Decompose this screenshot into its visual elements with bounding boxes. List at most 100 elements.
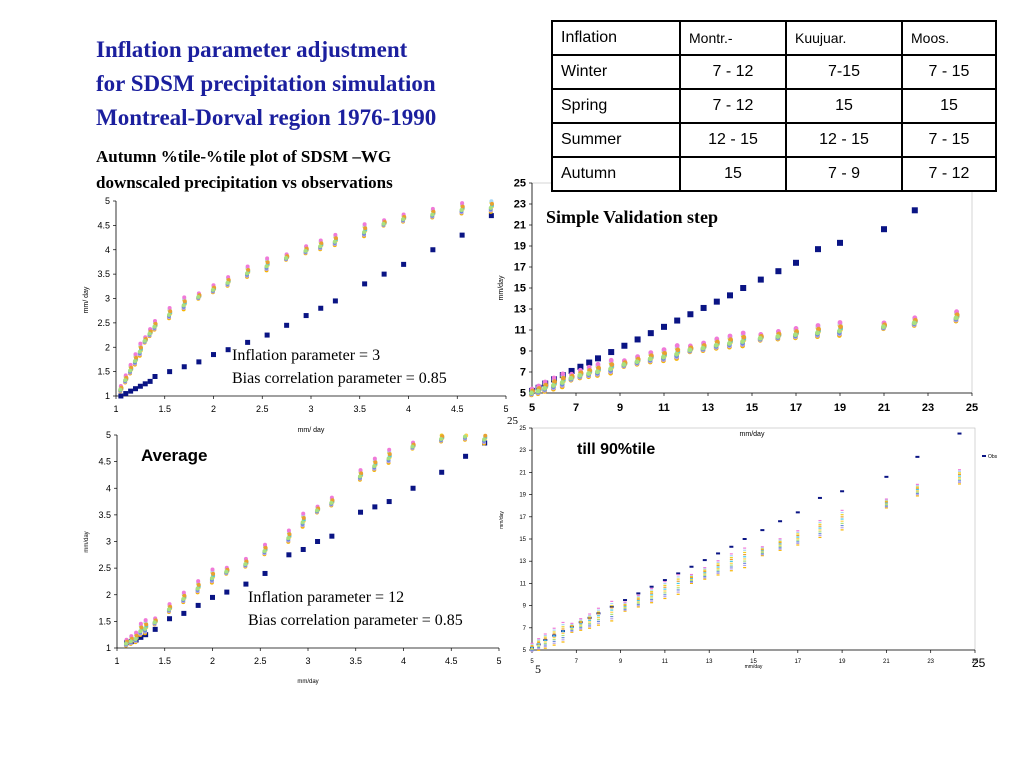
simulated-point	[265, 256, 270, 261]
observed-point	[224, 589, 230, 595]
table-cell: 7 - 12	[679, 88, 787, 124]
simulated-point	[689, 580, 693, 583]
simulated-point	[537, 641, 541, 644]
y-tick-label: 11	[514, 325, 526, 337]
x-tick-label: 5	[503, 404, 508, 414]
simulated-point	[743, 560, 747, 562]
simulated-point	[588, 618, 592, 620]
x-tick-label: 21	[878, 402, 890, 414]
simulated-point	[760, 551, 764, 553]
simulated-point	[386, 456, 391, 461]
simulated-point	[957, 481, 961, 483]
x-tick-label: 25	[966, 402, 978, 414]
y-axis-label: mm/day	[499, 511, 505, 529]
simulated-point	[760, 550, 764, 552]
simulated-point	[703, 572, 707, 574]
simulated-point	[663, 590, 667, 592]
simulated-point	[596, 615, 600, 617]
simulated-point	[134, 355, 139, 360]
simulated-point	[650, 591, 654, 593]
inflation-note-2: Inflation parameter = 12 Bias correlatio…	[248, 586, 463, 632]
observed-point	[742, 538, 747, 540]
simulated-point	[716, 564, 720, 567]
observed-point	[439, 469, 445, 475]
y-tick-label: 1.5	[97, 367, 110, 377]
simulated-point	[818, 519, 822, 522]
simulated-point	[650, 598, 654, 601]
x-tick-label: 2.5	[254, 656, 267, 666]
simulated-point	[663, 584, 667, 586]
simulated-point	[128, 639, 133, 644]
observed-point	[210, 594, 215, 600]
simulated-point	[143, 626, 148, 631]
simulated-point	[915, 486, 919, 488]
y-tick-label: 5	[523, 648, 527, 654]
observed-point	[702, 559, 707, 562]
subtitle-line-2: downscaled precipitation vs observations	[96, 173, 393, 192]
simulated-point	[245, 271, 250, 276]
simulated-point	[138, 345, 143, 350]
simulated-point	[647, 356, 653, 362]
simulated-point	[957, 472, 961, 474]
observed-point	[147, 378, 153, 384]
y-tick-label: 3	[105, 294, 110, 304]
table-cell: 7 - 15	[901, 122, 997, 158]
observed-point	[372, 504, 378, 510]
y-tick-label: 2	[106, 590, 111, 600]
simulated-point	[535, 388, 541, 394]
simulated-point	[439, 436, 444, 441]
simulated-point	[357, 474, 362, 479]
observed-point	[760, 529, 765, 532]
y-tick-label: 23	[514, 199, 526, 211]
observed-point	[778, 520, 783, 523]
simulated-point	[676, 591, 680, 593]
y-tick-label: 17	[519, 515, 526, 521]
simulated-point	[728, 337, 733, 343]
simulated-point	[579, 618, 583, 620]
simulated-point	[362, 222, 367, 227]
simulated-point	[543, 647, 547, 649]
simulated-point	[579, 628, 583, 630]
simulated-point	[489, 201, 494, 206]
simulated-point	[314, 508, 319, 513]
x-tick-label: 25	[972, 659, 979, 665]
simulated-point	[957, 469, 961, 471]
simulated-point	[358, 468, 363, 473]
simulated-point	[636, 602, 640, 604]
simulated-point	[488, 205, 493, 210]
simulated-point	[596, 620, 600, 622]
simulated-point	[676, 582, 680, 585]
x-tick-label: 4.5	[445, 656, 458, 666]
simulated-point	[123, 641, 128, 646]
y-tick-label: 7	[523, 626, 527, 632]
simulated-point	[559, 380, 565, 385]
simulated-point	[588, 624, 592, 626]
simulated-point	[636, 601, 640, 603]
observed-point	[729, 545, 734, 548]
simulated-point	[884, 505, 888, 507]
simulated-point	[137, 349, 142, 354]
simulated-point	[561, 634, 565, 637]
simulated-point	[953, 315, 959, 321]
simulated-point	[816, 326, 821, 332]
observed-point	[674, 317, 681, 324]
simulated-point	[570, 629, 574, 631]
y-tick-label: 3.5	[97, 269, 110, 279]
simulated-point	[561, 630, 565, 632]
y-tick-label: 25	[514, 178, 526, 190]
simulated-point	[246, 267, 251, 272]
inflation-note-1: Inflation parameter = 3 Bias correlation…	[232, 344, 447, 390]
observed-point	[795, 511, 800, 514]
simulated-point	[196, 294, 201, 299]
table-row: Winter 7 - 12 7-15 7 - 15	[551, 54, 997, 90]
x-tick-label: 5	[530, 659, 534, 665]
y-tick-label: 2	[105, 342, 110, 352]
observed-point	[700, 304, 707, 311]
simulated-point	[152, 620, 157, 625]
simulated-point	[663, 592, 667, 594]
y-tick-label: 19	[519, 493, 526, 499]
simulated-point	[884, 502, 888, 504]
simulated-point	[837, 320, 843, 325]
simulated-point	[650, 595, 654, 597]
simulated-point	[303, 248, 308, 253]
